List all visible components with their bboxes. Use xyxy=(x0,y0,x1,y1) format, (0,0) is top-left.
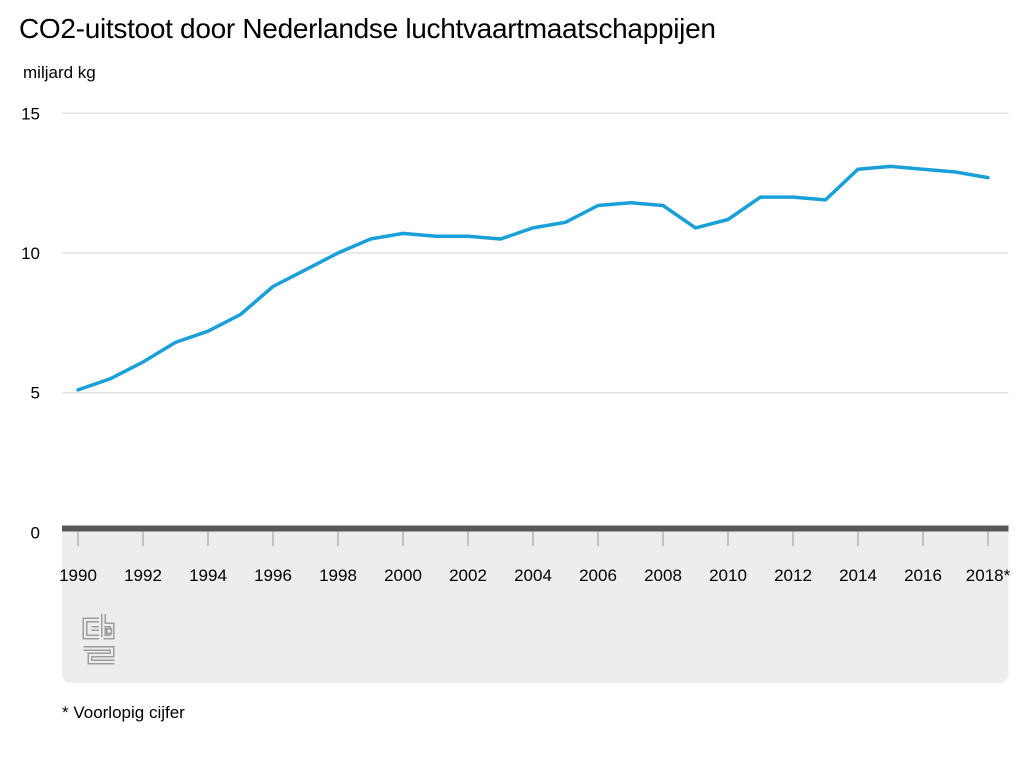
footnote: * Voorlopig cijfer xyxy=(62,703,185,722)
x-tick-label: 2002 xyxy=(449,566,487,585)
co2-data-line xyxy=(76,164,990,392)
x-tick-label: 2006 xyxy=(579,566,617,585)
x-tick-label: 2012 xyxy=(774,566,812,585)
axis-band xyxy=(62,531,1009,683)
x-tick-label: 1992 xyxy=(124,566,162,585)
x-tick-label: 2008 xyxy=(644,566,682,585)
cbs-logo xyxy=(82,614,115,665)
x-tick-label: 1990 xyxy=(59,566,97,585)
x-tick-label: 2018* xyxy=(966,566,1011,585)
x-tick-label: 1998 xyxy=(319,566,357,585)
y-axis-unit-label: miljard kg xyxy=(23,63,96,82)
x-tick-label: 2000 xyxy=(384,566,422,585)
x-axis-line xyxy=(62,525,1009,532)
x-tick-label: 2004 xyxy=(514,566,552,585)
x-tick-label: 1994 xyxy=(189,566,227,585)
y-tick-label: 5 xyxy=(31,384,40,403)
chart-title: CO2-uitstoot door Nederlandse luchtvaart… xyxy=(19,13,716,44)
y-tick-label: 15 xyxy=(21,104,40,123)
x-tick-label: 2014 xyxy=(839,566,877,585)
x-tick-label: 1996 xyxy=(254,566,292,585)
y-tick-label: 10 xyxy=(21,244,40,263)
x-tick-label: 2016 xyxy=(904,566,942,585)
cbs-logo-dot xyxy=(105,627,113,635)
y-tick-label: 0 xyxy=(31,523,40,542)
x-tick-label: 2010 xyxy=(709,566,747,585)
